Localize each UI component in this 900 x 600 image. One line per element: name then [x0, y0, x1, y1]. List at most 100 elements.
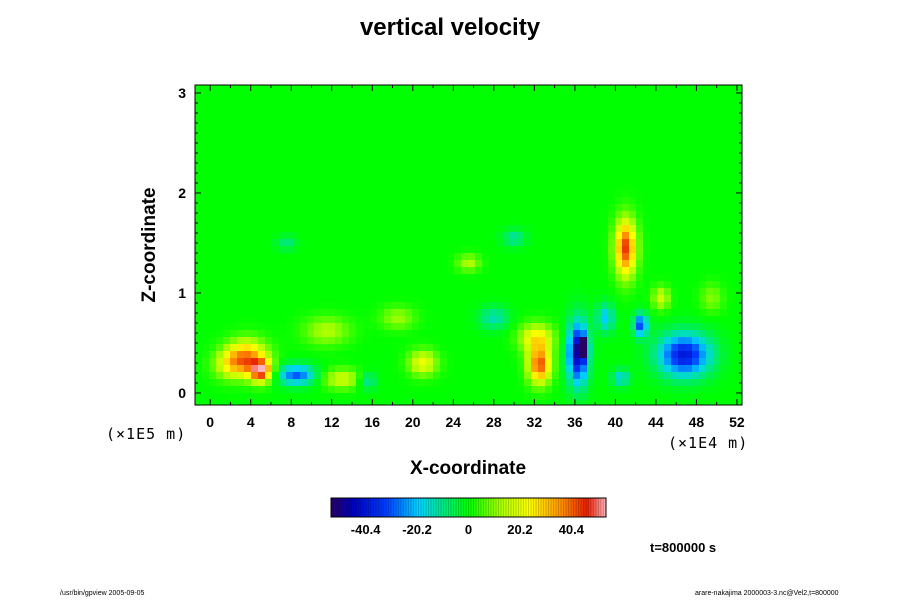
heatmap-cell: [384, 253, 392, 261]
heatmap-cell: [664, 365, 672, 373]
heatmap-cell: [503, 183, 511, 191]
heatmap-cell: [293, 218, 301, 226]
heatmap-cell: [734, 386, 742, 394]
heatmap-cell: [594, 316, 602, 324]
heatmap-cell: [384, 365, 392, 373]
heatmap-cell: [720, 393, 728, 401]
heatmap-cell: [615, 197, 623, 205]
heatmap-cell: [706, 239, 714, 247]
heatmap-cell: [216, 239, 224, 247]
heatmap-cell: [384, 309, 392, 317]
heatmap-cell: [587, 232, 595, 240]
heatmap-cell: [258, 239, 266, 247]
heatmap-cell: [398, 365, 406, 373]
heatmap-cell: [636, 176, 644, 184]
heatmap-cell: [664, 323, 672, 331]
heatmap-cell: [370, 127, 378, 135]
heatmap-cell: [559, 337, 567, 345]
heatmap-cell: [230, 106, 238, 114]
heatmap-cell: [636, 316, 644, 324]
heatmap-cell: [671, 288, 679, 296]
heatmap-cell: [678, 134, 686, 142]
heatmap-cell: [405, 218, 413, 226]
heatmap-cell: [216, 176, 224, 184]
heatmap-cell: [286, 386, 294, 394]
heatmap-cell: [573, 316, 581, 324]
heatmap-cell: [601, 204, 609, 212]
heatmap-cell: [335, 274, 343, 282]
heatmap-cell: [622, 344, 630, 352]
heatmap-cell: [216, 323, 224, 331]
heatmap-cell: [258, 337, 266, 345]
heatmap-cell: [426, 344, 434, 352]
heatmap-cell: [510, 386, 518, 394]
heatmap-cell: [629, 344, 637, 352]
heatmap-cell: [566, 274, 574, 282]
heatmap-cell: [608, 365, 616, 373]
heatmap-cell: [384, 246, 392, 254]
heatmap-cell: [538, 393, 546, 401]
heatmap-cell: [209, 295, 217, 303]
heatmap-cell: [580, 204, 588, 212]
heatmap-cell: [650, 232, 658, 240]
heatmap-cell: [699, 162, 707, 170]
heatmap-cell: [426, 120, 434, 128]
heatmap-cell: [720, 127, 728, 135]
heatmap-cell: [223, 92, 231, 100]
heatmap-cell: [398, 351, 406, 359]
heatmap-cell: [209, 162, 217, 170]
heatmap-cell: [517, 365, 525, 373]
heatmap-cell: [622, 281, 630, 289]
heatmap-cell: [195, 295, 203, 303]
heatmap-cell: [356, 274, 364, 282]
heatmap-cell: [356, 85, 364, 93]
heatmap-cell: [692, 295, 700, 303]
heatmap-cell: [244, 211, 252, 219]
heatmap-cell: [622, 372, 630, 380]
heatmap-cell: [398, 400, 406, 405]
heatmap-cell: [412, 106, 420, 114]
colorbar-segment: [593, 498, 597, 517]
heatmap-cell: [636, 197, 644, 205]
heatmap-cell: [594, 134, 602, 142]
heatmap-cell: [517, 337, 525, 345]
heatmap-cell: [412, 127, 420, 135]
heatmap-cell: [657, 134, 665, 142]
heatmap-cell: [293, 197, 301, 205]
heatmap-cell: [447, 204, 455, 212]
heatmap-cell: [657, 358, 665, 366]
heatmap-cell: [538, 337, 546, 345]
heatmap-cell: [559, 393, 567, 401]
heatmap-cell: [587, 323, 595, 331]
heatmap-cell: [517, 253, 525, 261]
heatmap-cell: [720, 260, 728, 268]
heatmap-cell: [251, 358, 259, 366]
heatmap-cell: [468, 344, 476, 352]
heatmap-cell: [419, 120, 427, 128]
heatmap-cell: [405, 232, 413, 240]
heatmap-cell: [342, 120, 350, 128]
heatmap-cell: [664, 309, 672, 317]
heatmap-cell: [566, 365, 574, 373]
heatmap-cell: [447, 274, 455, 282]
heatmap-cell: [615, 330, 623, 338]
heatmap-cell: [608, 141, 616, 149]
heatmap-cell: [608, 288, 616, 296]
heatmap-cell: [321, 288, 329, 296]
heatmap-cell: [713, 246, 721, 254]
heatmap-cell: [720, 134, 728, 142]
heatmap-cell: [622, 120, 630, 128]
heatmap-cell: [531, 113, 539, 121]
heatmap-cell: [314, 295, 322, 303]
heatmap-cell: [412, 183, 420, 191]
heatmap-cell: [685, 246, 693, 254]
heatmap-cell: [573, 365, 581, 373]
heatmap-cell: [335, 253, 343, 261]
heatmap-cell: [538, 225, 546, 233]
heatmap-cell: [573, 344, 581, 352]
heatmap-cell: [692, 92, 700, 100]
heatmap-cell: [608, 120, 616, 128]
heatmap-cell: [279, 330, 287, 338]
heatmap-cell: [335, 120, 343, 128]
heatmap-cell: [265, 372, 273, 380]
